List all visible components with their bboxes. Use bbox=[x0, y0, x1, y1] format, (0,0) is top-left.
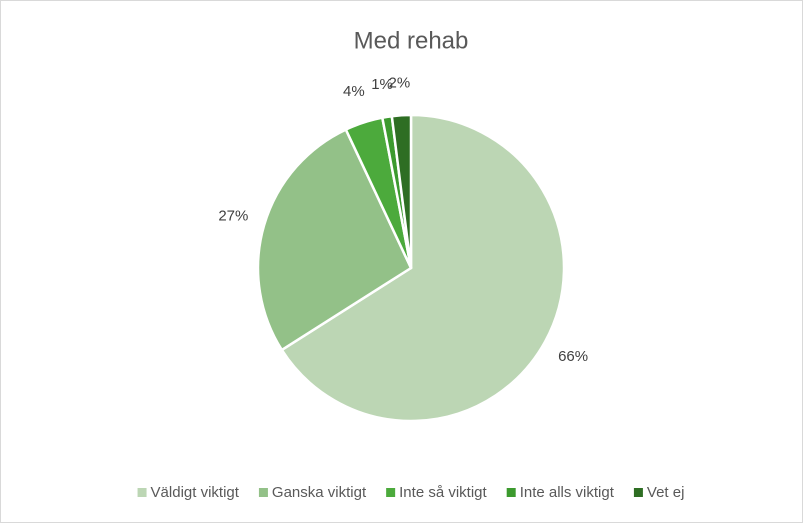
legend-swatch bbox=[137, 488, 147, 497]
legend-swatch bbox=[506, 488, 516, 497]
legend-label: Vet ej bbox=[647, 484, 685, 501]
legend-label: Inte alls viktigt bbox=[520, 484, 615, 501]
data-label: 27% bbox=[218, 207, 248, 224]
legend: Väldigt viktigt Ganska viktigt Inte så vik… bbox=[137, 484, 685, 501]
chart-title: Med rehab bbox=[354, 27, 469, 54]
legend-label: Inte så viktigt bbox=[399, 484, 487, 501]
legend-swatch bbox=[633, 488, 643, 497]
pie: 66% 27% 4% 1%2% bbox=[218, 74, 588, 423]
pie-slice bbox=[390, 113, 413, 270]
legend-label: Ganska viktigt bbox=[272, 484, 367, 501]
legend-label: Väldigt viktigt bbox=[151, 484, 240, 501]
legend-swatch bbox=[258, 488, 268, 497]
data-label: 66% bbox=[558, 348, 588, 365]
pie-slice bbox=[256, 128, 413, 352]
legend-swatch bbox=[386, 488, 396, 497]
data-label: 4% bbox=[343, 83, 365, 100]
data-label: 1% bbox=[371, 76, 393, 93]
data-label: 2% bbox=[389, 74, 411, 91]
pie-slice bbox=[280, 113, 566, 423]
